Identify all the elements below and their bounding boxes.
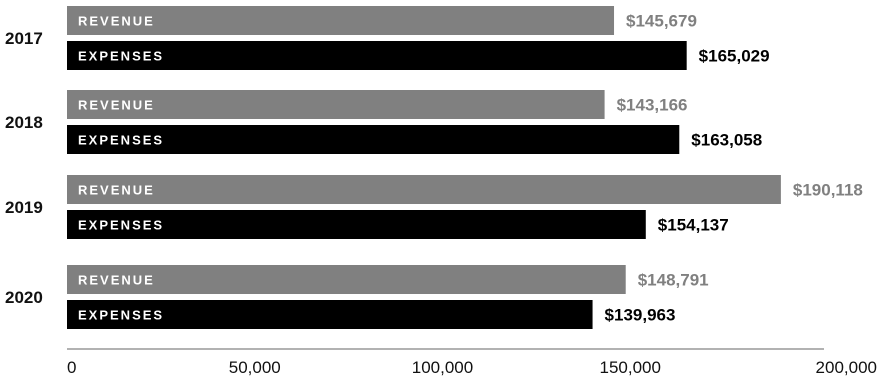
year-label-2018: 2018 [5,113,43,132]
x-tick-label-50,000: 50,000 [229,358,281,377]
expenses-bar-label-2020: EXPENSES [78,308,164,323]
expenses-bar-label-2017: EXPENSES [78,49,164,64]
revenue-value-label-2017: $145,679 [626,12,697,31]
revenue-bar-label-2020: REVENUE [78,273,155,288]
x-tick-label-100,000: 100,000 [412,358,473,377]
x-tick-label-0: 0 [67,358,76,377]
year-label-2020: 2020 [5,288,43,307]
expenses-bar-label-2018: EXPENSES [78,133,164,148]
expenses-value-label-2019: $154,137 [658,216,729,235]
x-axis-ticks: 0 50,000 100,000 150,000 200,000 [67,358,877,377]
year-label-2019: 2019 [5,198,43,217]
revenue-bar-2019 [67,175,781,204]
expenses-value-label-2020: $139,963 [605,306,676,325]
expenses-value-label-2018: $163,058 [691,131,762,150]
x-tick-label-150,000: 150,000 [600,358,661,377]
x-tick-label-200,000: 200,000 [816,358,877,377]
year-label-2017: 2017 [5,29,43,48]
revenue-bar-label-2017: REVENUE [78,14,155,29]
revenue-value-label-2019: $190,118 [793,181,863,200]
bars-layer: REVENUE $145,679 EXPENSES $165,029 2017 REVEN… [5,6,863,329]
revenue-bar-label-2018: REVENUE [78,98,155,113]
revenue-value-label-2020: $148,791 [638,271,709,290]
revenue-value-label-2018: $143,166 [617,96,688,115]
expenses-value-label-2017: $165,029 [699,47,770,66]
revenue-bar-label-2019: REVENUE [78,183,155,198]
expenses-bar-label-2019: EXPENSES [78,218,164,233]
